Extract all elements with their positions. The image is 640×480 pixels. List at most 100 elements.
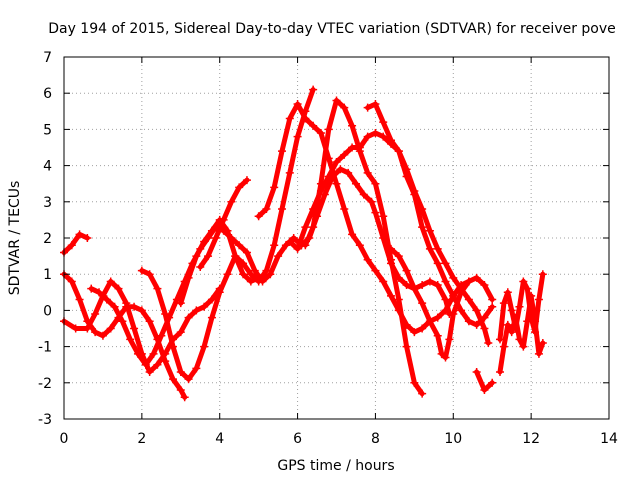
data-point-marker: [293, 100, 302, 109]
data-point-marker: [285, 168, 294, 177]
data-point-marker: [472, 273, 481, 282]
data-point-marker: [387, 244, 395, 253]
data-point-marker: [332, 157, 341, 166]
data-point-marker: [254, 273, 263, 282]
data-point-marker: [254, 212, 263, 221]
data-point-marker: [106, 324, 115, 333]
data-point-marker: [418, 389, 427, 398]
data-point-marker: [433, 244, 442, 253]
data-point-marker: [289, 234, 298, 242]
series-track-7: [196, 176, 251, 271]
data-point-marker: [110, 302, 119, 311]
data-point-marker: [98, 331, 107, 340]
data-point-marker: [161, 310, 170, 319]
data-point-marker: [519, 277, 528, 286]
data-point-marker: [538, 338, 547, 347]
data-point-marker: [503, 288, 512, 297]
data-point-marker: [336, 165, 345, 174]
series-track-1: [60, 230, 92, 257]
data-point-marker: [75, 230, 84, 239]
x-tick-labels: 0 2 4 6 8 10 12 14: [60, 431, 618, 447]
data-point-marker: [437, 349, 446, 358]
y-tick-labels: -3 -2 -1 0 1 2 3 4 5 6 7: [38, 50, 52, 428]
data-point-marker: [340, 103, 349, 112]
data-point-marker: [130, 324, 139, 333]
y-tick-label: 6: [43, 86, 52, 102]
data-point-marker: [433, 313, 442, 322]
data-point-marker: [235, 241, 244, 250]
data-point-marker: [332, 179, 341, 188]
data-point-marker: [402, 342, 411, 351]
data-point-marker: [239, 270, 248, 279]
data-point-marker: [379, 277, 388, 286]
data-point-marker: [340, 205, 349, 214]
chart-title: Day 194 of 2015, Sidereal Day-to-day VTE…: [48, 21, 616, 37]
data-point-marker: [169, 375, 177, 384]
data-point-marker: [480, 313, 489, 322]
data-point-marker: [523, 284, 532, 293]
data-point-marker: [106, 277, 115, 286]
data-point-marker: [480, 324, 489, 333]
data-point-marker: [418, 281, 427, 290]
data-point-marker: [145, 317, 154, 326]
data-point-marker: [145, 270, 154, 279]
data-point-marker: [262, 205, 271, 214]
data-point-marker: [441, 277, 450, 286]
data-point-marker: [316, 129, 325, 138]
data-point-marker: [184, 313, 193, 322]
data-point-marker: [387, 291, 395, 300]
data-point-marker: [484, 338, 493, 347]
data-point-marker: [496, 367, 504, 376]
data-point-marker: [211, 234, 220, 242]
y-tick-label: 7: [43, 50, 52, 66]
data-point-marker: [235, 183, 244, 192]
data-point-marker: [192, 306, 201, 315]
y-tick-label: -3: [38, 412, 52, 428]
data-point-marker: [441, 259, 450, 268]
data-point-marker: [371, 129, 380, 138]
series-track-14: [496, 270, 547, 344]
data-point-marker: [503, 320, 512, 329]
y-tick-label: 2: [43, 231, 52, 247]
data-point-marker: [379, 118, 388, 127]
data-point-marker: [464, 317, 473, 326]
data-point-marker: [184, 375, 193, 384]
data-point-marker: [425, 244, 434, 253]
data-point-marker: [285, 237, 294, 246]
data-point-marker: [523, 317, 532, 326]
data-point-marker: [507, 306, 516, 315]
data-point-marker: [242, 248, 251, 257]
y-tick-label: -1: [38, 340, 52, 356]
data-point-marker: [363, 168, 372, 177]
data-point-marker: [176, 328, 185, 337]
data-point-marker: [122, 299, 131, 308]
data-point-marker: [250, 266, 259, 275]
x-axis-label: GPS time / hours: [277, 458, 394, 474]
data-point-marker: [246, 270, 255, 279]
data-point-marker: [161, 349, 170, 358]
data-point-marker: [371, 100, 380, 109]
data-point-marker: [433, 259, 442, 268]
data-point-marker: [425, 317, 434, 326]
data-point-marker: [130, 302, 139, 311]
data-point-marker: [262, 266, 271, 275]
series-track-15: [496, 291, 547, 376]
data-point-marker: [246, 277, 255, 286]
data-point-marker: [309, 85, 318, 94]
data-point-marker: [285, 114, 294, 123]
data-point-marker: [480, 386, 489, 395]
data-point-marker: [207, 226, 216, 235]
data-point-marker: [157, 331, 166, 340]
data-point-marker: [83, 324, 92, 333]
data-point-marker: [309, 223, 318, 232]
series-track-11: [363, 100, 497, 329]
data-point-marker: [425, 226, 434, 235]
data-point-marker: [433, 331, 442, 340]
data-point-marker: [464, 295, 473, 304]
data-point-marker: [180, 393, 189, 402]
series-line: [61, 271, 188, 400]
data-point-marker: [227, 197, 236, 206]
data-point-marker: [137, 306, 146, 315]
data-point-marker: [441, 295, 450, 304]
data-point-marker: [91, 328, 100, 337]
